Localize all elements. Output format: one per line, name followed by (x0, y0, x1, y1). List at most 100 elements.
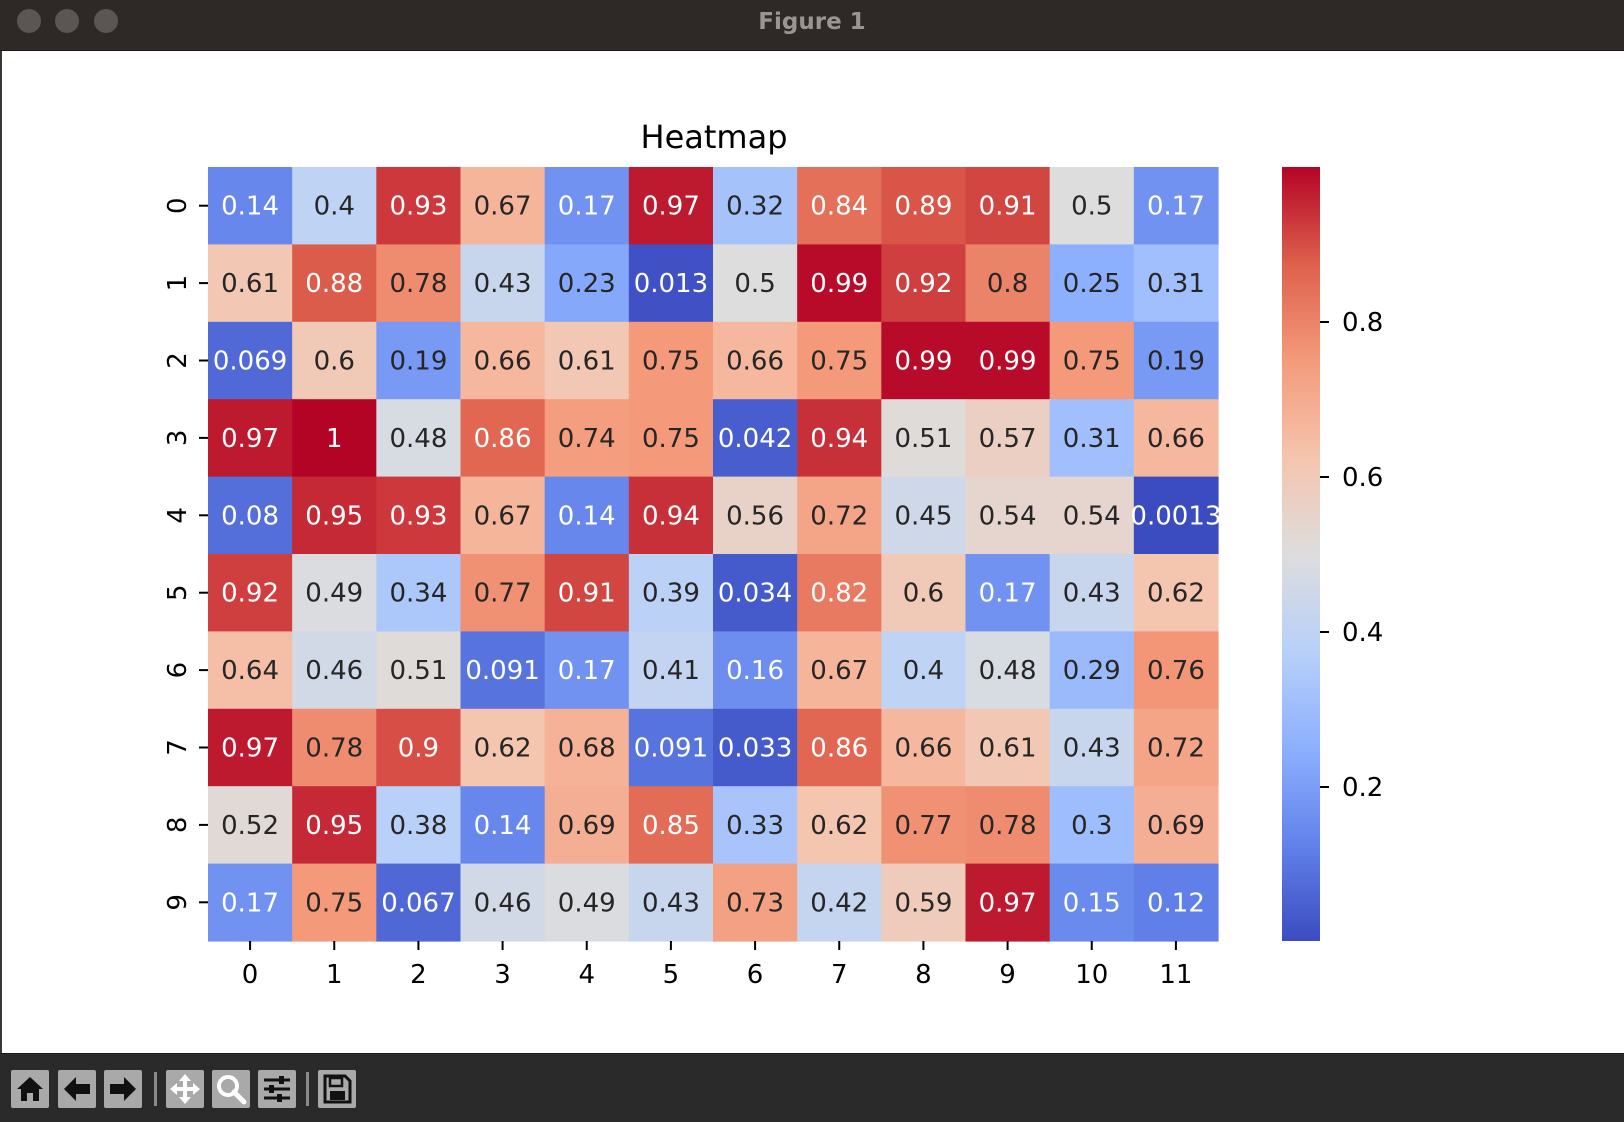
heatmap-cell (965, 554, 1051, 632)
heatmap-cell (460, 708, 546, 787)
cell-value-label: 0.72 (1147, 734, 1205, 764)
heatmap-cell (292, 631, 377, 710)
cell-value-label: 0.4 (314, 192, 355, 222)
heatmap-cell (208, 244, 293, 323)
cell-value-label: 0.62 (1147, 579, 1205, 609)
cell-value-label: 0.89 (894, 192, 952, 222)
cell-value-label: 0.94 (642, 501, 700, 531)
back-button[interactable] (58, 1070, 96, 1108)
cell-value-label: 0.16 (726, 656, 784, 686)
cell-value-label: 0.12 (1147, 888, 1205, 918)
y-tick-label: 2 (163, 352, 193, 369)
heatmap-cell (544, 863, 630, 942)
cell-value-label: 0.6 (314, 347, 355, 377)
heatmap-cell (1133, 244, 1219, 323)
cell-value-label: 0.66 (1147, 424, 1205, 454)
cell-value-label: 0.86 (474, 424, 532, 454)
heatmap-cell (376, 167, 462, 245)
toolbar-separator (154, 1072, 157, 1106)
heatmap-cell (628, 786, 714, 865)
heatmap-cell (208, 167, 293, 245)
cell-value-label: 0.29 (1063, 656, 1121, 686)
cell-value-label: 0.75 (642, 347, 700, 377)
pan-button[interactable] (166, 1070, 204, 1108)
heatmap-cell (797, 167, 882, 245)
cell-value-label: 0.91 (979, 192, 1037, 222)
heatmap-cell (1133, 554, 1219, 632)
heatmap-cell (797, 476, 882, 555)
y-tick-label: 9 (163, 894, 193, 911)
cell-value-label: 0.17 (221, 888, 279, 918)
home-button[interactable] (11, 1070, 49, 1108)
cell-value-label: 0.59 (894, 888, 952, 918)
cell-value-label: 0.56 (726, 501, 784, 531)
heatmap-cell (881, 167, 967, 245)
cell-value-label: 0.54 (979, 501, 1037, 531)
heatmap-cell (628, 631, 714, 710)
floppy-disk-icon (323, 1074, 352, 1104)
heatmap-cell (965, 167, 1051, 245)
window-title: Figure 1 (758, 9, 866, 35)
cell-value-label: 0.0013 (1130, 501, 1221, 531)
heatmap-cell (965, 321, 1051, 400)
cell-value-label: 0.61 (979, 734, 1037, 764)
cell-value-label: 0.14 (221, 192, 279, 222)
cell-value-label: 0.67 (474, 192, 532, 222)
x-tick-label: 7 (831, 960, 848, 990)
heatmap-cell (376, 708, 462, 787)
cell-value-label: 0.78 (305, 734, 363, 764)
heatmap-cell (1049, 708, 1135, 787)
heatmap-cell (460, 399, 546, 478)
x-tick-label: 8 (915, 960, 932, 990)
heatmap-cell (1049, 321, 1135, 400)
heatmap-cell (292, 244, 377, 323)
save-button[interactable] (318, 1070, 356, 1108)
heatmap-cell (1049, 244, 1135, 323)
heatmap-cell (460, 554, 546, 632)
heatmap-cell (628, 476, 714, 555)
cell-value-label: 0.069 (213, 347, 287, 377)
cell-value-label: 0.042 (718, 424, 792, 454)
heatmap-cell (965, 631, 1051, 710)
x-tick-label: 9 (999, 960, 1016, 990)
heatmap-cell (376, 786, 462, 865)
heatmap-cells: 0.14 0.4 0.93 0.67 0.17 0.97 0.32 0.84 0.89 0.91 0… (208, 167, 1221, 942)
cell-value-label: 0.8 (987, 269, 1028, 299)
heatmap-cell (797, 554, 882, 632)
zoom-button[interactable] (212, 1070, 250, 1108)
minimize-window-button[interactable] (55, 9, 79, 33)
y-tick-label: 5 (163, 584, 193, 601)
cell-value-label: 0.67 (810, 656, 868, 686)
heatmap-cell (460, 167, 546, 245)
cell-value-label: 0.38 (389, 811, 447, 841)
cell-value-label: 0.95 (305, 811, 363, 841)
x-tick-label: 5 (663, 960, 680, 990)
y-tick-label: 4 (163, 507, 193, 524)
configure-subplots-button[interactable] (258, 1070, 296, 1108)
close-window-button[interactable] (17, 9, 41, 33)
forward-button[interactable] (104, 1070, 142, 1108)
heatmap-cell (628, 244, 714, 323)
heatmap-cell (376, 863, 462, 942)
cell-value-label: 0.49 (305, 579, 363, 609)
heatmap-cell (797, 863, 882, 942)
cell-value-label: 0.72 (810, 501, 868, 531)
heatmap-cell (292, 786, 377, 865)
cell-value-label: 0.54 (1063, 501, 1121, 531)
heatmap-cell (713, 167, 798, 245)
heatmap-cell (628, 321, 714, 400)
heatmap-cell (292, 863, 377, 942)
heatmap-cell (965, 399, 1051, 478)
heatmap-cell (797, 708, 882, 787)
x-axis: 0 1 2 3 4 5 6 7 8 9 10 11 (242, 941, 1192, 990)
title-bar[interactable]: Figure 1 (0, 0, 1624, 51)
figure-canvas[interactable]: Heatmap 0.14 0.4 0.93 0.67 0.17 0.97 0.32 0.84 0… (0, 51, 1624, 1053)
heatmap-cell (628, 863, 714, 942)
heatmap-cell (544, 476, 630, 555)
zoom-window-button[interactable] (94, 9, 118, 33)
heatmap-cell (544, 708, 630, 787)
x-tick-label: 1 (326, 960, 343, 990)
cell-value-label: 0.49 (558, 888, 616, 918)
cell-value-label: 0.62 (810, 811, 868, 841)
chart-title: Heatmap (641, 118, 788, 156)
